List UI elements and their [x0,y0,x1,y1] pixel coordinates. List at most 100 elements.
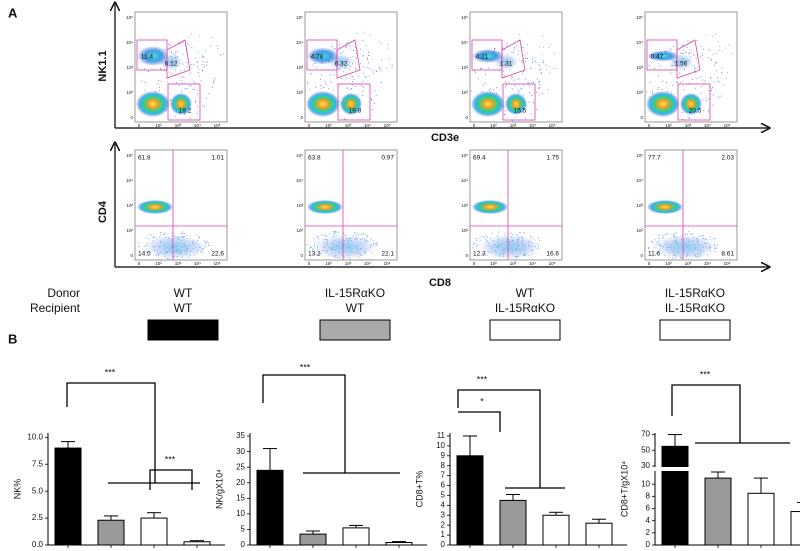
event-dot [506,42,508,44]
event-dot [357,76,359,78]
event-dot [167,233,169,235]
event-dot [192,88,194,90]
flow-tick-label: 10² [296,228,303,233]
quadrant-value: 22.1 [381,251,394,258]
event-dot [711,87,713,89]
event-dot [472,247,474,249]
event-dot [541,73,543,75]
event-dot [180,70,182,72]
event-dot [369,34,371,36]
event-dot [356,58,358,60]
event-dot [312,249,314,251]
event-dot [721,67,723,69]
event-dot [529,68,531,70]
significance-bracket [457,389,541,488]
event-dot [718,81,720,83]
event-dot [710,89,712,91]
event-dot [656,252,658,254]
donor-genotype: WT [174,286,193,300]
event-dot [476,244,478,246]
event-dot [350,75,352,77]
event-dot [196,234,198,236]
event-dot [371,98,373,100]
event-dot [701,58,703,60]
gate [166,39,191,79]
event-dot [203,56,205,58]
flow-tick-label: 10² [636,228,643,233]
gate-value: 1.56 [675,61,688,68]
flow-tick-label: 10³ [685,261,692,266]
event-dot [197,52,199,54]
event-dot [362,233,364,235]
bar [456,455,484,546]
event-dot [206,61,208,63]
event-dot [198,68,200,70]
event-dot [324,81,326,83]
event-dot [359,48,361,50]
event-dot [157,83,159,85]
cell-cluster [647,200,683,214]
event-dot [201,54,203,56]
event-dot [483,84,485,86]
event-dot [159,86,161,88]
quadrant-value: 0.97 [381,155,394,162]
y-tick-label: 0.0 [32,540,44,549]
bar [97,519,125,546]
event-dot [707,110,709,112]
event-dot [477,244,479,246]
event-dot [538,63,540,65]
event-dot [512,234,514,236]
event-dot [701,235,703,237]
event-dot [709,49,711,51]
event-dot [307,81,309,83]
event-dot [170,52,172,54]
event-dot [312,64,314,66]
quadrant-value: 61.8 [138,155,151,162]
event-dot [180,79,182,81]
event-dot [368,54,370,56]
flow-tick-label: 10² [126,228,133,233]
event-dot [387,44,389,46]
event-dot [661,80,663,82]
event-dot [701,55,703,57]
event-dot [539,239,541,241]
flow-tick-label: 10⁵ [384,261,391,266]
flow-tick-label: 10³ [461,65,468,70]
flow-tick-label: 10⁵ [126,153,133,158]
event-dot [522,72,524,74]
event-dot [198,236,200,238]
event-dot [705,97,707,99]
event-dot [339,47,341,49]
cell-cluster [655,235,715,259]
event-dot [523,54,525,56]
event-dot [504,86,506,88]
event-dot [470,90,472,92]
event-dot [353,78,355,80]
significance-label: *** [477,374,488,384]
event-dot [687,82,689,84]
event-dot [171,51,173,53]
event-dot [205,50,207,52]
event-dot [167,81,169,83]
event-dot [705,34,707,36]
event-dot [472,243,474,245]
event-dot [524,232,526,234]
event-dot [315,87,317,89]
recipient-genotype: IL-15RαKO [665,301,725,315]
event-dot [175,69,177,71]
event-dot [485,74,487,76]
significance-label: * [480,396,484,406]
flow-tick-label: 10⁵ [296,15,303,20]
event-dot [367,58,369,60]
event-dot [375,242,377,244]
event-dot [523,49,525,51]
event-dot [379,66,381,68]
event-dot [181,82,183,84]
event-dot [373,240,375,242]
event-dot [670,49,672,51]
event-dot [484,83,486,85]
event-dot [533,102,535,104]
event-dot [141,80,143,82]
event-dot [666,232,668,234]
event-dot [367,57,369,59]
